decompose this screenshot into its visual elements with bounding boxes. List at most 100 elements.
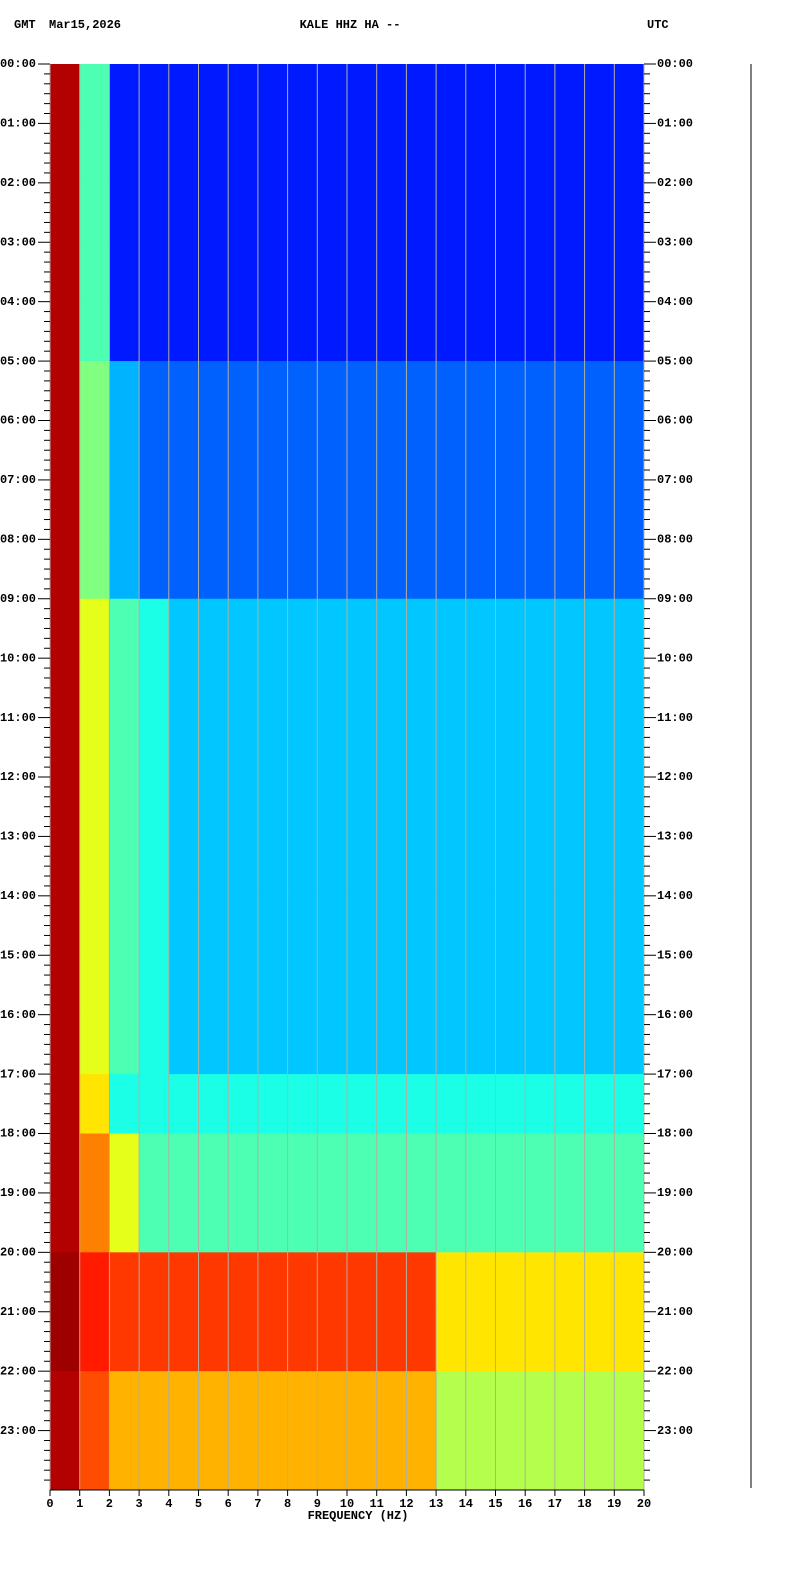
spectrogram-cell xyxy=(525,479,556,540)
spectrogram-cell xyxy=(287,777,318,837)
timezone-label: GMT xyxy=(14,18,36,32)
y-tick-label: 21:00 xyxy=(0,1305,36,1319)
spectrogram-cell xyxy=(584,123,615,184)
spectrogram-cell xyxy=(436,361,467,421)
y-tick-label: 01:00 xyxy=(0,117,36,131)
y-tick-label: 11:00 xyxy=(0,711,36,725)
spectrogram-cell xyxy=(347,1252,378,1313)
spectrogram-cell xyxy=(139,1192,170,1253)
spectrogram-cell xyxy=(406,658,437,719)
spectrogram-cell xyxy=(584,1311,615,1372)
spectrogram-cell xyxy=(228,64,259,124)
spectrogram-cell xyxy=(317,717,348,778)
spectrogram-cell xyxy=(495,1430,526,1491)
spectrogram-cell xyxy=(347,479,378,540)
spectrogram-cell xyxy=(436,420,467,481)
spectrogram-cell xyxy=(406,1430,437,1491)
y-tick-label-right: 11:00 xyxy=(657,711,693,725)
spectrogram-cell xyxy=(406,1252,437,1313)
spectrogram-cell xyxy=(109,1430,140,1491)
y-tick-label: 08:00 xyxy=(0,533,36,547)
spectrogram-cell xyxy=(79,479,110,540)
spectrogram-cell xyxy=(614,895,645,956)
spectrogram-cell xyxy=(168,301,199,362)
spectrogram-cell xyxy=(168,1014,199,1075)
spectrogram-cell xyxy=(168,123,199,184)
spectrogram-cell xyxy=(554,1192,586,1253)
spectrogram-cell xyxy=(168,1192,199,1253)
spectrogram-cell xyxy=(376,301,407,362)
spectrogram-cell xyxy=(168,777,199,837)
spectrogram-cell xyxy=(257,1133,289,1194)
spectrogram-cell xyxy=(376,1192,407,1253)
spectrogram-cell xyxy=(287,1014,318,1075)
y-tick-label-right: 07:00 xyxy=(657,473,693,487)
spectrogram-cell xyxy=(317,420,348,481)
spectrogram-cell xyxy=(525,1133,556,1194)
spectrogram-cell xyxy=(287,539,318,600)
spectrogram-cell xyxy=(614,479,645,540)
spectrogram-cell xyxy=(347,242,378,303)
y-tick-label: 17:00 xyxy=(0,1067,36,1081)
spectrogram-cell xyxy=(584,301,615,362)
y-tick-label-right: 22:00 xyxy=(657,1364,693,1378)
date-label: Mar15,2026 xyxy=(49,18,121,32)
spectrogram-cell xyxy=(168,895,199,956)
y-tick-label: 09:00 xyxy=(0,592,36,606)
spectrogram-cell xyxy=(525,1252,556,1313)
spectrogram-cell xyxy=(79,1371,110,1432)
spectrogram-cell xyxy=(406,182,437,243)
spectrogram-cell xyxy=(376,955,407,1016)
y-tick-label-right: 18:00 xyxy=(657,1127,693,1141)
spectrogram-cell xyxy=(317,301,348,362)
spectrogram-cell xyxy=(554,420,586,481)
spectrogram-cell xyxy=(79,242,110,303)
x-axis-label: FREQUENCY (HZ) xyxy=(308,1509,409,1523)
spectrogram-cell xyxy=(376,242,407,303)
spectrogram-cell xyxy=(436,1014,467,1075)
spectrogram-cell xyxy=(168,1371,199,1432)
spectrogram-cell xyxy=(525,1192,556,1253)
spectrogram-cell xyxy=(525,836,556,897)
spectrogram-cell xyxy=(584,420,615,481)
spectrogram-cell xyxy=(347,777,378,837)
y-tick-label-right: 08:00 xyxy=(657,533,693,547)
spectrogram-cell xyxy=(525,777,556,837)
spectrogram-cell xyxy=(198,64,229,124)
spectrogram-cell xyxy=(139,1371,170,1432)
spectrogram-cell xyxy=(168,1311,199,1372)
spectrogram-cell xyxy=(257,1192,289,1253)
spectrogram-cell xyxy=(347,717,378,778)
spectrogram-cell xyxy=(614,1192,645,1253)
spectrogram-cell xyxy=(109,64,140,124)
spectrogram-cell xyxy=(228,539,259,600)
spectrogram-cell xyxy=(554,182,586,243)
x-tick-label: 7 xyxy=(254,1497,261,1511)
spectrogram-cell xyxy=(109,836,140,897)
spectrogram-cell xyxy=(554,777,586,837)
spectrogram-cell xyxy=(228,955,259,1016)
spectrogram-cell xyxy=(50,420,81,481)
spectrogram-cell xyxy=(168,182,199,243)
spectrogram-cell xyxy=(79,64,110,124)
spectrogram-cell xyxy=(614,717,645,778)
spectrogram-cell xyxy=(168,64,199,124)
spectrogram-cell xyxy=(139,64,170,124)
spectrogram-cell xyxy=(50,1371,81,1432)
spectrogram-cell xyxy=(109,1371,140,1432)
spectrogram-cell xyxy=(436,64,467,124)
spectrogram-cell xyxy=(465,182,496,243)
spectrogram-cell xyxy=(525,539,556,600)
spectrogram-cell xyxy=(525,717,556,778)
y-tick-label: 12:00 xyxy=(0,770,36,784)
spectrogram-cell xyxy=(109,1133,140,1194)
spectrogram-cell xyxy=(109,539,140,600)
spectrogram-cell xyxy=(139,1430,170,1491)
spectrogram-cell xyxy=(436,1133,467,1194)
spectrogram-cell xyxy=(347,1192,378,1253)
spectrogram-cell xyxy=(79,1074,110,1134)
spectrogram-cell xyxy=(109,420,140,481)
spectrogram-cell xyxy=(554,1371,586,1432)
spectrogram-cell xyxy=(554,1074,586,1134)
spectrogram-cell xyxy=(465,539,496,600)
